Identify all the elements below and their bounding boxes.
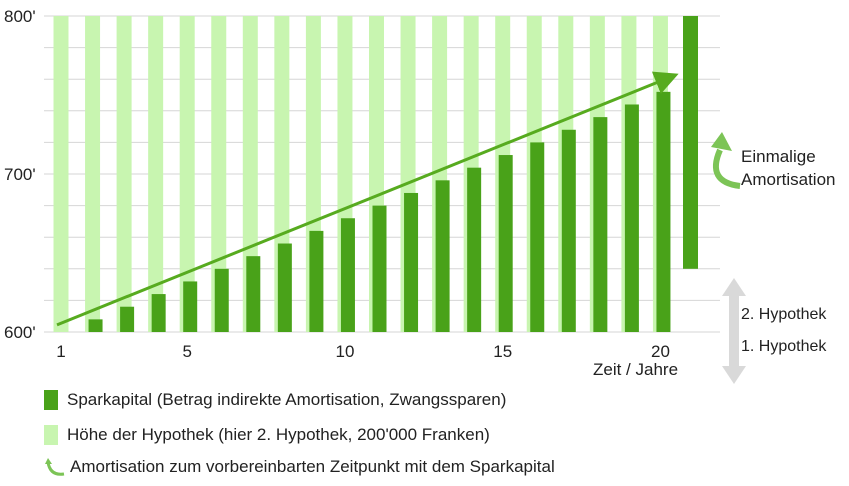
x-tick-label: 1 [56, 342, 65, 361]
mortgage-bar [85, 16, 101, 332]
savings-bar [246, 256, 261, 332]
legend-label-savings: Sparkapital (Betrag indirekte Amortisati… [67, 390, 507, 409]
curved-arrow-icon [713, 148, 741, 189]
legend-label-mortgage: Höhe der Hypothek (hier 2. Hypothek, 200… [67, 425, 490, 444]
mortgage-bar [211, 16, 227, 332]
second-mortgage-label: 2. Hypothek [741, 306, 827, 323]
x-axis-label: Zeit / Jahre [593, 360, 679, 379]
legend-label-amortisation: Amortisation zum vorbereinbarten Zeitpun… [70, 457, 555, 476]
y-tick-label: 600' [4, 323, 36, 342]
grey-arrow-down-icon [722, 366, 746, 384]
savings-bar [467, 167, 482, 332]
savings-bar [277, 243, 292, 332]
savings-bar [530, 142, 545, 332]
annotation-einmalige: Einmalige [741, 147, 816, 166]
tick-labels: 600'700'800'1 5 10 15 20 [4, 7, 670, 361]
x-tick-label: 10 [335, 342, 354, 361]
curved-arrow-icon [45, 458, 65, 476]
x-tick-label: 5 [182, 342, 191, 361]
mortgage-bar [242, 16, 258, 332]
grey-arrow-shaft [729, 296, 739, 368]
savings-bar [309, 230, 324, 332]
final-amortisation-bar [683, 16, 698, 269]
legend-swatch-mortgage [44, 425, 58, 445]
x-tick-label: 20 [651, 342, 670, 361]
y-tick-label: 800' [4, 7, 36, 26]
mortgage-bar [179, 16, 195, 332]
legend-item-mortgage: Höhe der Hypothek (hier 2. Hypothek, 200… [44, 424, 490, 446]
first-mortgage-label: 1. Hypothek [741, 338, 827, 355]
savings-bar [404, 192, 419, 332]
savings-bar [88, 319, 103, 332]
savings-bar [214, 268, 229, 332]
savings-bar [593, 117, 608, 333]
savings-bar [151, 294, 166, 332]
savings-bar [372, 205, 387, 332]
savings-bar [656, 91, 671, 332]
savings-bar [561, 129, 576, 332]
grey-arrow-up-icon [722, 278, 746, 296]
legend-item-savings: Sparkapital (Betrag indirekte Amortisati… [44, 389, 506, 411]
savings-bar [435, 180, 450, 332]
overlay [56, 71, 746, 384]
savings-bar [120, 306, 135, 332]
mortgage-bar [116, 16, 132, 332]
curved-arrowhead-icon [711, 132, 732, 151]
bars [53, 16, 698, 333]
mortgage-bar [148, 16, 164, 332]
trend-arrow [56, 71, 679, 327]
legend-item-amortisation: Amortisation zum vorbereinbarten Zeitpun… [44, 456, 555, 478]
annotation-amortisation: Amortisation [741, 170, 836, 189]
y-tick-label: 700' [4, 165, 36, 184]
savings-bar [624, 104, 639, 332]
legend-swatch-savings [44, 390, 58, 410]
x-tick-label: 15 [493, 342, 512, 361]
savings-bar [340, 218, 355, 332]
mortgage-bar [53, 16, 69, 332]
savings-bar [498, 155, 513, 332]
savings-bar [183, 281, 198, 332]
